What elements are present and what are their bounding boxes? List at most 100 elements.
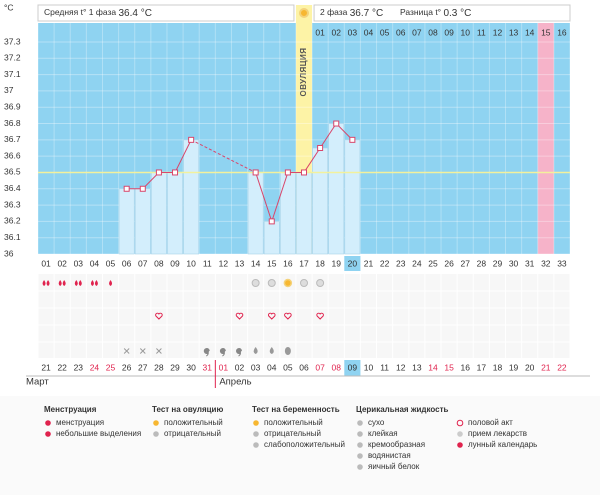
y-tick-label: 37 [4,85,14,95]
legend-item: небольшие выделения [56,429,141,438]
temperature-bar [183,139,200,255]
y-tick-label: 36.5 [4,167,21,177]
legend-item: водянистая [368,451,411,460]
phase2-day: 15 [541,27,551,37]
y-tick-label: 36.8 [4,118,21,128]
cycle-day: 29 [493,258,503,268]
phase2-day: 07 [412,27,422,37]
temperature-point [155,169,162,176]
cycle-day: 15 [267,258,277,268]
phase2-day: 06 [396,27,406,37]
header-field: Разница t° [400,7,443,17]
cycle-day: 03 [74,258,84,268]
records-area [38,274,570,358]
legend-title: Церикальная жидкость [356,405,449,414]
temperature-bar [296,172,312,255]
menstruation-heavy-icon [58,280,66,286]
temperature-point [188,136,195,143]
ovulation-label: ОВУЛЯЦИЯ [299,47,308,96]
legend-item: кремообразная [368,440,425,449]
legend-item: отрицательный [164,429,221,438]
legend-icon [253,420,259,426]
y-tick-label: 36.4 [4,183,21,193]
y-tick-label: 37.2 [4,53,21,63]
cycle-day: 04 [90,258,100,268]
cervical-watery-icon [253,347,258,354]
legend-title: Тест на беременность [252,405,340,414]
temperature-bar [344,139,361,255]
phase2-day: 08 [428,27,438,37]
phase2-day: 05 [380,27,390,37]
temperature-bar [312,147,328,255]
menstruation-heavy-icon [42,280,50,286]
calendar-date: 29 [170,362,180,372]
cervical-dry-icon [139,348,146,354]
calendar-date: 05 [283,362,293,372]
ovulation-negative-icon [251,279,260,287]
calendar-date: 26 [122,362,132,372]
legend-icon [456,419,464,427]
cycle-day: 26 [444,258,454,268]
cycle-day: 06 [122,258,132,268]
menstruation-heavy-icon [90,280,98,286]
legend-icon [153,420,159,426]
cervical-creamy-icon [203,348,210,357]
calendar-date: 10 [364,362,374,372]
intercourse-icon [235,312,244,320]
cycle-day: 30 [509,258,519,268]
header-field: 36.7 °C [350,8,386,19]
cycle-day: 22 [380,258,390,268]
cycle-day: 14 [251,258,261,268]
header-field: Средняя t° 1 фаза [44,7,118,17]
legend-item: яичный белок [368,462,420,471]
legend-icon [457,442,463,448]
cycle-day: 33 [557,258,567,268]
calendar-date: 18 [493,362,503,372]
temperature-point [349,136,356,143]
calendar-date: 23 [74,362,84,372]
calendar-date: 13 [412,362,422,372]
legend-item: положительный [264,418,323,427]
ovulation-positive-icon [283,278,293,288]
cervical-creamy-icon [236,348,243,357]
phase2-day: 13 [509,27,519,37]
intercourse-icon [267,312,276,320]
calendar-date: 15 [444,362,454,372]
ovulation-negative-icon [300,279,308,287]
legend-icon [357,431,363,437]
temperature-point [268,218,275,225]
selected-date [344,360,361,376]
temperature-bar [280,172,296,255]
y-tick-label: 36 [4,248,14,258]
legend-title: Тест на овуляцию [152,405,223,414]
legend-item: отрицательный [264,429,321,438]
cycle-day: 25 [428,258,438,268]
cycle-day: 21 [364,258,374,268]
calendar-date: 17 [477,362,487,372]
calendar-date: 07 [315,362,325,372]
calendar-date: 03 [251,362,261,372]
cycle-day: 12 [219,258,229,268]
menstruation-heavy-icon [74,280,82,286]
legend-icon [357,442,363,448]
cycle-day: 28 [477,258,487,268]
temperature-point [284,169,291,176]
legend-icon [253,431,259,437]
cycle-day: 27 [460,258,470,268]
temperature-point [172,169,179,176]
phase2-day: 16 [557,27,567,37]
y-axis-label: °C [4,2,14,12]
ovulation-sun [299,8,309,18]
cervical-eggwhite-icon [284,347,291,355]
cycle-day: 13 [235,258,245,268]
cycle-day: 11 [203,258,212,268]
y-tick-label: 36.7 [4,134,21,144]
cycle-day: 09 [170,258,180,268]
y-tick-label: 36.2 [4,216,21,226]
cycle-day: 32 [541,258,551,268]
phase2-day: 03 [348,27,358,37]
calendar-date: 09 [348,362,358,372]
phase2-day: 04 [364,27,374,37]
calendar-date: 04 [267,362,277,372]
calendar-date: 21 [541,362,551,372]
